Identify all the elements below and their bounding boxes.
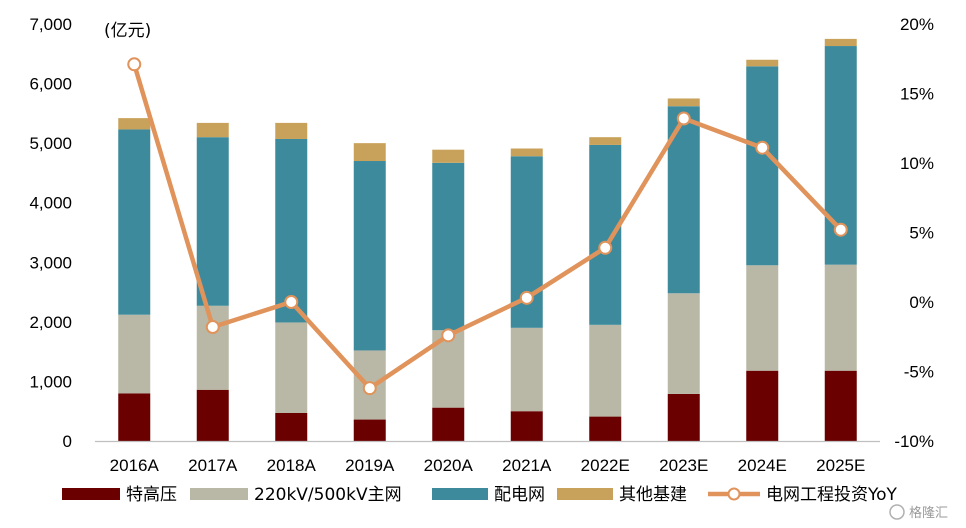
bar-segment-series-0: [589, 416, 622, 441]
x-axis-tick-label: 2018A: [267, 456, 317, 475]
legend-label-line: 电网工程投资YoY: [766, 485, 898, 505]
x-axis-ticks: 2016A 2017A 2018A 2019A 2020A 2021A 2022E 2023E…: [110, 456, 866, 475]
x-axis-tick-label: 2020A: [424, 456, 474, 475]
bar-segment-series-3: [824, 38, 857, 47]
yoy-line-path: [132, 63, 843, 391]
stacked-bars: [118, 38, 857, 441]
legend-swatch-marker: [727, 487, 741, 501]
legend-label-0: 特高压: [126, 485, 177, 505]
bar-segment-series-1: [667, 293, 700, 394]
right-axis-ticks: -10% -5% 0% 5% 10% 15% 20%: [894, 15, 934, 451]
left-axis-tick-label: 1,000: [29, 372, 72, 391]
bar-segment-series-2: [432, 162, 465, 331]
legend-label-1: 220kV/500kV主网: [254, 485, 402, 505]
bar-segment-series-1: [196, 305, 229, 390]
bar-segment-series-1: [589, 324, 622, 417]
right-axis-tick-label: -10%: [894, 432, 934, 451]
yoy-line-point: [755, 140, 770, 155]
bar-segment-series-2: [275, 138, 308, 323]
bar-segment-series-0: [118, 393, 151, 441]
x-axis-tick-label: 2025E: [816, 456, 865, 475]
left-axis-tick-label: 2,000: [29, 313, 72, 332]
legend-swatch-1: [190, 488, 248, 500]
bar-segment-series-0: [196, 389, 229, 441]
bar-segment-series-2: [353, 161, 386, 351]
yoy-line-point: [676, 111, 691, 126]
watermark: 格隆汇: [889, 504, 948, 521]
bar-segment-series-0: [510, 411, 543, 441]
bar-segment-series-0: [667, 393, 700, 441]
yoy-line-point: [441, 328, 456, 343]
legend-swatch-2: [432, 488, 488, 500]
yoy-line-point: [284, 295, 299, 309]
bar-segment-series-1: [746, 265, 779, 371]
legend-swatch-3: [557, 488, 613, 500]
bar-segment-series-0: [824, 370, 857, 441]
right-axis-tick-label: 10%: [900, 154, 934, 173]
right-axis-tick-label: 15%: [900, 85, 934, 104]
watermark-logo-icon: [889, 504, 905, 520]
bar-segment-series-2: [118, 129, 151, 315]
x-axis-tick-label: 2024E: [738, 456, 787, 475]
left-axis-tick-label: 7,000: [29, 15, 72, 34]
bar-segment-series-3: [667, 98, 700, 107]
bar-segment-series-3: [589, 137, 622, 145]
watermark-text: 格隆汇: [909, 505, 948, 521]
bar-segment-series-3: [118, 118, 151, 130]
yoy-line-point: [362, 381, 377, 396]
right-axis-tick-label: 5%: [909, 224, 934, 243]
right-axis-tick-label: 20%: [900, 15, 934, 34]
left-axis-tick-label: 4,000: [29, 194, 72, 213]
bar-segment-series-3: [275, 122, 308, 139]
x-axis-tick-label: 2023E: [659, 456, 708, 475]
yoy-line-point: [598, 240, 613, 255]
legend-swatch-0: [62, 488, 120, 500]
bar-segment-series-3: [432, 149, 465, 163]
bar-segment-series-3: [510, 148, 543, 157]
bar-segment-series-3: [746, 59, 779, 67]
left-axis-tick-label: 5,000: [29, 134, 72, 153]
bar-segment-series-1: [275, 322, 308, 414]
bar-segment-series-3: [353, 143, 386, 162]
left-axis-tick-label: 0: [63, 432, 72, 451]
right-axis-tick-label: -5%: [904, 363, 934, 382]
legend: 特高压 220kV/500kV主网 配电网 其他基建 电网工程投资YoY: [62, 485, 898, 505]
yoy-line-point: [205, 320, 220, 335]
yoy-line-series: [127, 57, 848, 396]
yoy-line-point: [833, 222, 848, 237]
bar-segment-series-0: [353, 419, 386, 441]
bar-segment-series-0: [432, 407, 465, 441]
bar-segment-series-2: [196, 137, 229, 306]
yoy-line-point: [127, 57, 142, 72]
bar-segment-series-1: [118, 314, 151, 394]
bar-segment-series-1: [510, 327, 543, 412]
x-axis-tick-label: 2017A: [188, 456, 238, 475]
x-axis-tick-label: 2019A: [345, 456, 395, 475]
bar-segment-series-2: [589, 144, 622, 325]
bar-segment-series-1: [824, 264, 857, 371]
x-axis-tick-label: 2022E: [581, 456, 630, 475]
left-axis-tick-label: 3,000: [29, 253, 72, 272]
bar-segment-series-3: [196, 122, 229, 138]
x-axis-tick-label: 2021A: [502, 456, 552, 475]
right-axis-tick-label: 0%: [909, 293, 934, 312]
left-axis-tick-label: 6,000: [29, 75, 72, 94]
x-axis-tick-label: 2016A: [110, 456, 160, 475]
legend-label-2: 配电网: [494, 485, 545, 505]
yoy-line-point: [519, 290, 534, 305]
left-axis-unit-label: (亿元): [104, 21, 151, 41]
left-axis-ticks: 0 1,000 2,000 3,000 4,000 5,000 6,000 7,000: [29, 15, 72, 451]
bar-segment-series-0: [275, 413, 308, 441]
legend-label-3: 其他基建: [619, 485, 687, 505]
bar-segment-series-2: [746, 66, 779, 266]
bar-segment-series-0: [746, 370, 779, 441]
